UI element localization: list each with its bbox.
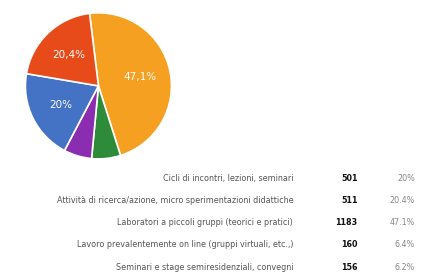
Text: 1183: 1183 [335, 218, 357, 227]
Text: 20%: 20% [397, 174, 415, 183]
Wedge shape [65, 86, 98, 158]
Wedge shape [25, 74, 98, 150]
Text: 20,4%: 20,4% [53, 50, 86, 60]
Text: 6.2%: 6.2% [395, 263, 415, 271]
Text: 156: 156 [341, 263, 357, 271]
Text: 47.1%: 47.1% [390, 218, 415, 227]
Text: 160: 160 [341, 240, 357, 249]
Text: Lavoro prevalentemente on line (gruppi virtuali, etc.,): Lavoro prevalentemente on line (gruppi v… [77, 240, 293, 249]
Wedge shape [27, 13, 98, 86]
Wedge shape [92, 86, 121, 159]
Text: Seminari e stage semiresidenziali, convegni: Seminari e stage semiresidenziali, conve… [116, 263, 293, 271]
Text: 20.4%: 20.4% [390, 196, 415, 205]
Text: 6.4%: 6.4% [395, 240, 415, 249]
Text: Laboratori a piccoli gruppi (teorici e pratici): Laboratori a piccoli gruppi (teorici e p… [117, 218, 293, 227]
Text: 511: 511 [341, 196, 357, 205]
Text: Cicli di incontri, lezioni, seminari: Cicli di incontri, lezioni, seminari [163, 174, 293, 183]
Text: 47,1%: 47,1% [123, 72, 156, 82]
Text: 20%: 20% [49, 100, 72, 110]
Wedge shape [89, 13, 172, 155]
Text: Attività di ricerca/azione, micro sperimentazioni didattiche: Attività di ricerca/azione, micro sperim… [56, 196, 293, 205]
Text: 501: 501 [341, 174, 357, 183]
